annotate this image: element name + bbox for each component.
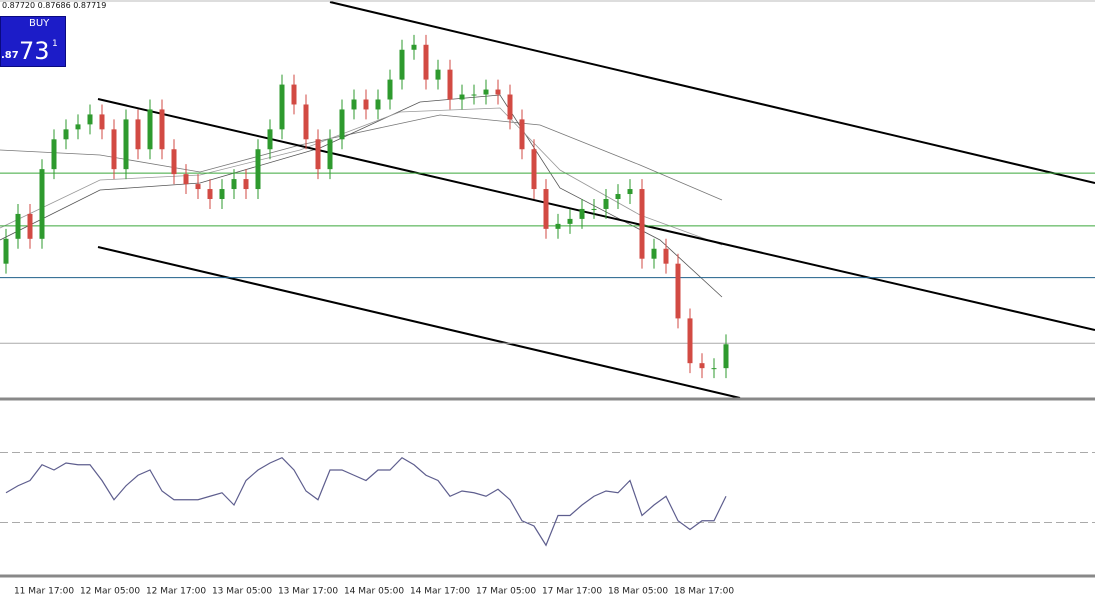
x-tick-label: 17 Mar 05:00: [476, 587, 536, 597]
candle-body: [615, 194, 621, 199]
candle-body: [723, 344, 729, 369]
candle-body: [159, 109, 165, 150]
candle-body: [567, 218, 573, 224]
price-big: 73: [19, 37, 50, 65]
candle-body: [435, 69, 441, 80]
candle-body: [135, 119, 141, 150]
candle-body: [75, 124, 81, 130]
moving-average: [0, 107, 723, 246]
candle-body: [651, 248, 657, 259]
candle-body: [291, 84, 297, 105]
candle-body: [15, 213, 21, 239]
candle-body: [399, 49, 405, 80]
candle-body: [711, 368, 717, 370]
candle-body: [699, 363, 705, 369]
candle-body: [279, 84, 285, 130]
candle-body: [219, 189, 225, 199]
candle-body: [3, 238, 9, 264]
candle-body: [99, 114, 105, 130]
candle-body: [675, 263, 681, 319]
moving-average: [0, 94, 723, 298]
trade-panel: 0.87720 0.87686 0.87719 BUY .87 73 1: [0, 0, 106, 68]
candle-body: [27, 213, 33, 239]
x-tick-label: 12 Mar 17:00: [146, 587, 206, 597]
candle-body: [231, 179, 237, 190]
candle-body: [195, 184, 201, 190]
candle-body: [363, 99, 369, 110]
candle-body: [543, 189, 549, 229]
candle-body: [315, 139, 321, 170]
candle-body: [39, 169, 45, 239]
candle-body: [243, 179, 249, 190]
candle-body: [639, 189, 645, 259]
x-tick-label: 13 Mar 17:00: [278, 587, 338, 597]
candle-body: [303, 104, 309, 140]
candle-body: [459, 94, 465, 100]
channel-line: [97, 98, 1095, 331]
x-tick-label: 12 Mar 05:00: [80, 587, 140, 597]
candle-body: [339, 109, 345, 140]
candle-body: [627, 189, 633, 195]
candle-body: [387, 79, 393, 100]
candle-body: [351, 99, 357, 110]
x-tick-label: 18 Mar 17:00: [674, 587, 734, 597]
moving-averages: [0, 94, 723, 298]
candle-body: [579, 208, 585, 219]
candle-body: [423, 44, 429, 80]
x-tick-label: 14 Mar 17:00: [410, 587, 470, 597]
candle-body: [123, 119, 129, 170]
x-tick-label: 11 Mar 17:00: [14, 587, 74, 597]
candle-body: [507, 94, 513, 120]
quote: 0.87720 0.87686 0.87719: [2, 1, 107, 10]
moving-average: [0, 114, 723, 201]
x-tick-label: 13 Mar 05:00: [212, 587, 272, 597]
candle-body: [51, 139, 57, 170]
x-tick-label: 18 Mar 05:00: [608, 587, 668, 597]
candle-body: [687, 318, 693, 364]
candle-body: [183, 174, 189, 185]
candle-body: [495, 89, 501, 95]
channel-lines: [97, 1, 1095, 399]
candle-body: [603, 199, 609, 209]
candle-body: [555, 223, 561, 229]
candle-body: [111, 129, 117, 170]
candle-body: [483, 89, 489, 95]
candle-body: [531, 149, 537, 190]
price-sup: 1: [52, 39, 58, 49]
buy-box[interactable]: BUY .87 73 1: [0, 16, 66, 67]
price-small: .87: [1, 50, 19, 61]
candle-body: [375, 99, 381, 110]
candle-body: [411, 44, 417, 50]
candle-body: [471, 94, 477, 96]
buy-button[interactable]: BUY: [29, 18, 50, 29]
candle-body: [519, 119, 525, 150]
candle-body: [207, 189, 213, 199]
candle-body: [327, 139, 333, 170]
candle-body: [147, 109, 153, 150]
channel-line: [97, 246, 741, 399]
candle-body: [591, 208, 597, 210]
candle-body: [663, 248, 669, 264]
candle-body: [255, 149, 261, 190]
channel-line: [329, 1, 1095, 184]
x-tick-label: 14 Mar 05:00: [344, 587, 404, 597]
candle-body: [63, 129, 69, 140]
candle-body: [87, 114, 93, 125]
indicator-line: [5, 456, 727, 547]
x-tick-label: 17 Mar 17:00: [542, 587, 602, 597]
candle-body: [171, 149, 177, 175]
candle-body: [267, 129, 273, 150]
candle-body: [447, 69, 453, 100]
